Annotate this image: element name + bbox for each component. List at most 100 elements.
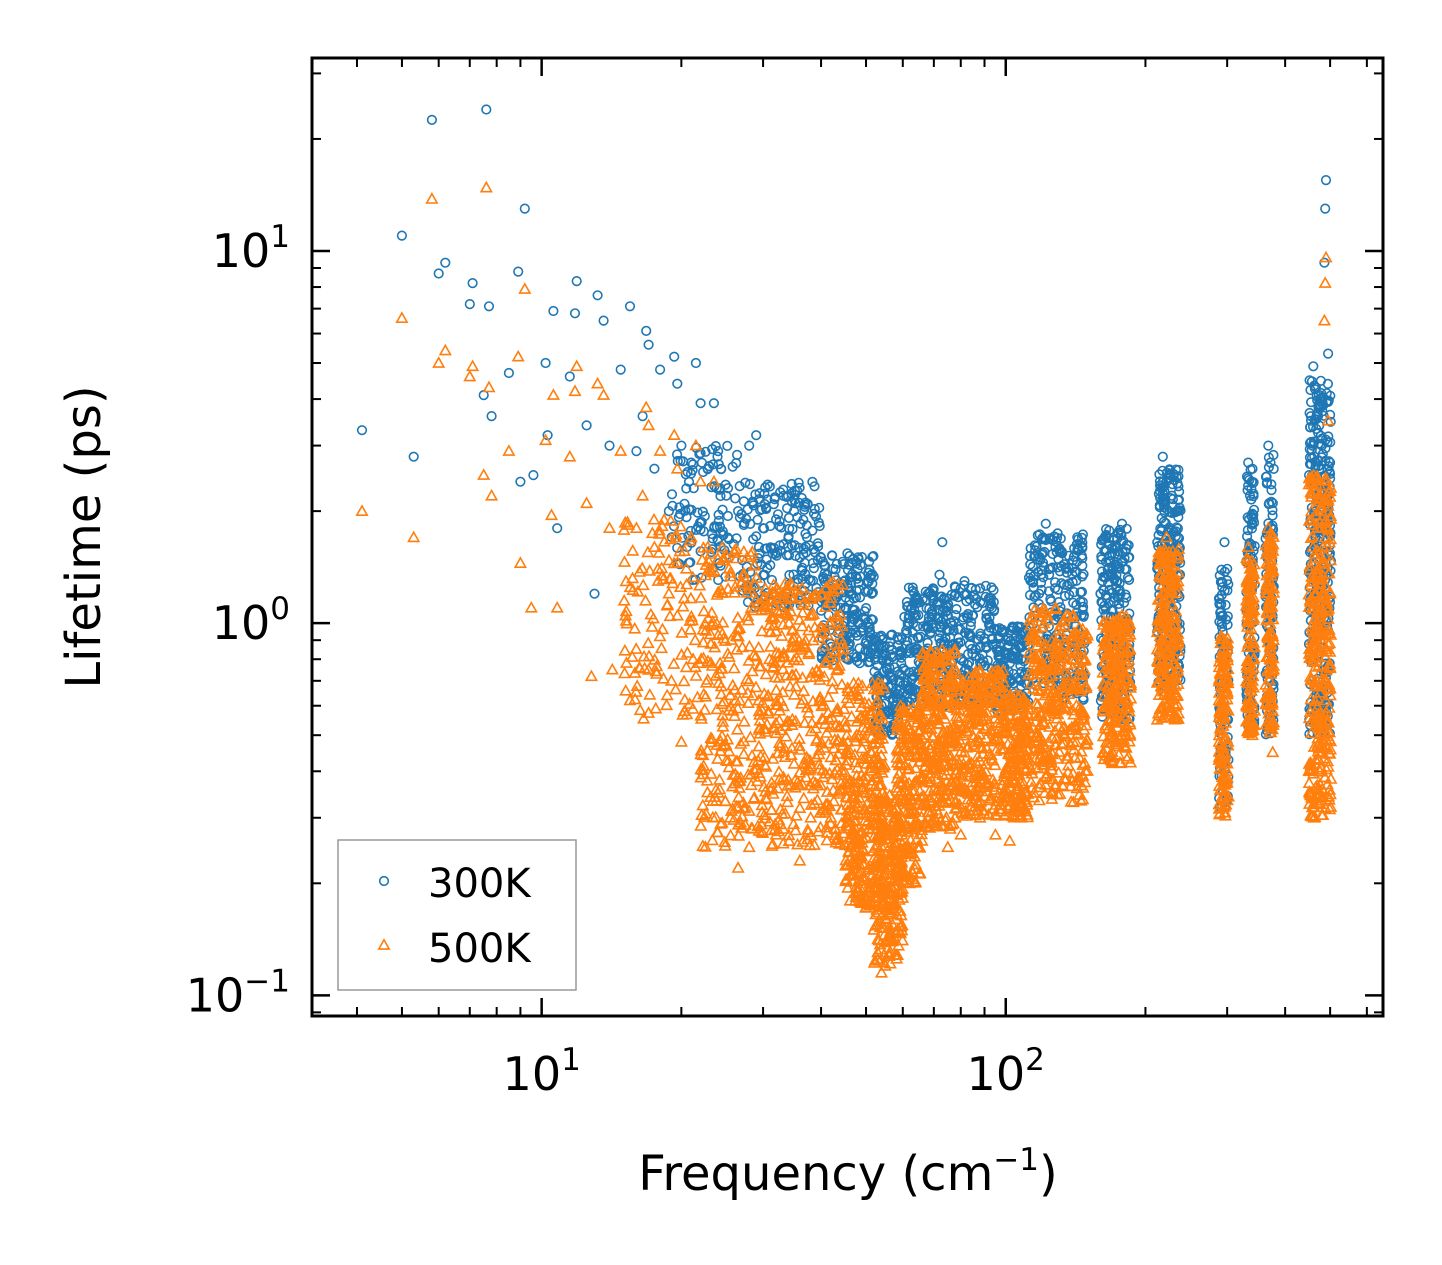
data-point-300k xyxy=(807,557,819,569)
data-point-300k xyxy=(631,446,642,457)
data-point-500k xyxy=(753,713,767,726)
data-point-300k xyxy=(433,268,444,279)
data-point-300k xyxy=(1241,531,1253,542)
data-point-500k xyxy=(705,732,719,745)
data-point-300k xyxy=(1076,586,1087,598)
data-point-500k xyxy=(741,609,755,622)
data-point-500k xyxy=(655,622,670,635)
data-point-300k xyxy=(753,552,764,564)
data-point-300k xyxy=(751,430,762,441)
data-point-300k xyxy=(941,601,952,613)
data-point-300k xyxy=(980,591,991,603)
data-point-300k xyxy=(1043,569,1055,580)
data-point-300k xyxy=(846,627,857,638)
data-point-300k xyxy=(1305,411,1316,422)
data-point-300k xyxy=(1305,415,1317,426)
data-point-300k xyxy=(863,622,874,633)
data-point-300k xyxy=(901,596,913,608)
data-point-300k xyxy=(1120,589,1131,600)
data-point-300k xyxy=(674,502,685,513)
data-point-500k xyxy=(670,555,685,568)
data-point-300k xyxy=(1245,464,1256,475)
data-point-300k xyxy=(721,490,732,501)
data-point-500k xyxy=(669,682,683,695)
data-point-500k xyxy=(699,624,713,636)
data-point-500k xyxy=(758,600,772,612)
data-point-300k xyxy=(870,631,881,643)
data-point-300k xyxy=(999,649,1010,660)
data-point-300k xyxy=(899,611,910,623)
data-point-300k xyxy=(1242,485,1253,496)
data-point-300k xyxy=(681,483,692,494)
data-point-300k xyxy=(867,551,878,562)
data-point-500k xyxy=(752,739,766,752)
data-point-300k xyxy=(1222,585,1233,596)
data-point-300k xyxy=(959,575,970,587)
data-point-500k xyxy=(740,672,754,685)
data-point-500k xyxy=(787,688,801,700)
data-point-300k xyxy=(515,476,526,487)
data-point-500k xyxy=(693,578,707,591)
data-point-300k xyxy=(712,446,724,457)
data-point-300k xyxy=(1312,411,1324,422)
data-point-300k xyxy=(1248,513,1259,525)
data-point-300k xyxy=(712,451,723,462)
data-point-300k xyxy=(690,357,702,369)
data-point-300k xyxy=(1106,548,1118,559)
data-point-300k xyxy=(751,531,762,542)
data-point-500k xyxy=(824,591,838,603)
data-point-300k xyxy=(1213,593,1225,604)
data-point-500k xyxy=(698,840,712,852)
data-point-500k xyxy=(826,575,840,587)
data-point-500k xyxy=(731,622,745,635)
data-point-300k xyxy=(1166,490,1177,501)
data-point-300k xyxy=(894,648,905,660)
data-point-500k xyxy=(652,527,666,539)
data-point-300k xyxy=(759,488,770,500)
data-point-500k xyxy=(709,669,723,681)
data-point-300k xyxy=(687,465,698,476)
data-point-300k xyxy=(711,483,722,494)
data-point-500k xyxy=(669,527,683,540)
data-point-500k xyxy=(619,574,633,587)
data-point-300k xyxy=(1037,533,1049,544)
data-point-500k xyxy=(737,747,751,760)
data-point-300k xyxy=(740,477,751,488)
data-point-500k xyxy=(788,823,803,836)
data-point-500k xyxy=(712,676,726,688)
data-point-500k xyxy=(724,828,738,841)
data-point-300k xyxy=(1173,505,1184,516)
data-point-500k xyxy=(736,796,750,808)
data-point-300k xyxy=(955,623,966,635)
data-point-300k xyxy=(1172,478,1183,489)
data-point-500k xyxy=(751,819,765,832)
data-point-500k xyxy=(763,640,778,652)
data-point-500k xyxy=(735,809,749,822)
data-point-300k xyxy=(483,301,495,312)
data-point-500k xyxy=(684,591,698,604)
data-point-300k xyxy=(869,654,881,665)
data-point-300k xyxy=(852,618,863,629)
data-point-500k xyxy=(680,646,694,658)
data-point-300k xyxy=(1173,464,1184,476)
data-point-500k xyxy=(705,618,719,631)
data-point-300k xyxy=(795,518,806,529)
data-point-500k xyxy=(766,837,780,850)
data-point-500k xyxy=(730,629,744,642)
data-point-300k xyxy=(788,506,800,517)
data-point-500k xyxy=(715,540,729,553)
data-point-500k xyxy=(835,677,849,690)
data-point-500k xyxy=(761,706,775,719)
data-point-300k xyxy=(709,521,720,532)
data-point-300k xyxy=(800,541,811,552)
data-point-300k xyxy=(649,463,660,474)
data-point-300k xyxy=(754,505,766,516)
data-point-500k xyxy=(729,542,743,555)
data-point-500k xyxy=(695,552,709,565)
data-point-500k xyxy=(737,801,751,814)
data-point-500k xyxy=(837,702,851,715)
data-point-300k xyxy=(1025,575,1036,586)
data-point-500k xyxy=(633,661,647,674)
data-point-300k xyxy=(934,569,945,580)
